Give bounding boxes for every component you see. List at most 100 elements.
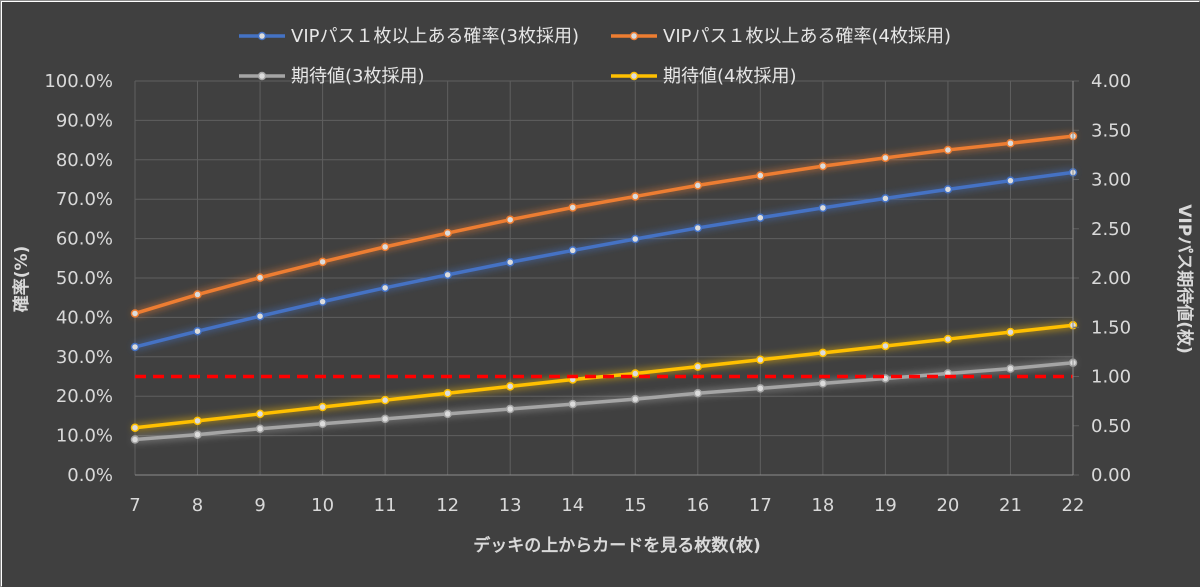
left-y-tick-label: 90.0% (56, 110, 113, 131)
left-y-tick-label: 40.0% (56, 307, 113, 328)
left-y-tick-label: 0.0% (67, 465, 113, 486)
x-tick-label: 17 (749, 495, 772, 516)
x-tick-label: 10 (311, 495, 334, 516)
legend: VIPパス１枚以上ある確率(3枚採用) VIPパス１枚以上ある確率(4枚採用) 期待… (239, 26, 951, 87)
legend-item-2: VIPパス１枚以上ある確率(4枚採用) (611, 26, 951, 47)
data-point (380, 242, 390, 252)
data-point (631, 394, 640, 404)
data-point (193, 326, 202, 336)
right-y-tick-label: 3.00 (1091, 170, 1131, 191)
right-y-tick-label: 1.50 (1091, 317, 1131, 338)
left-y-tick-label: 20.0% (56, 386, 113, 407)
data-point (193, 430, 202, 439)
data-point (818, 348, 828, 358)
data-point (318, 257, 327, 267)
legend-label: 期待値(4枚採用) (663, 66, 797, 87)
x-tick-label: 16 (686, 495, 709, 516)
x-tick-label: 20 (936, 495, 959, 516)
data-point (380, 395, 390, 405)
data-point (818, 203, 828, 213)
data-point (631, 234, 640, 244)
data-point (380, 283, 390, 293)
left-y-tick-label: 10.0% (56, 426, 113, 447)
data-point (693, 223, 703, 233)
data-point (568, 203, 577, 212)
data-point (443, 228, 452, 238)
data-point (130, 309, 140, 318)
x-axis-title: デッキの上からカードを見る枚数(枚) (473, 535, 761, 556)
data-point (130, 423, 140, 432)
data-point (881, 194, 890, 203)
data-point (505, 382, 515, 391)
right-y-tick-label: 1.00 (1091, 367, 1131, 388)
data-point (881, 341, 890, 351)
right-y-tick-label: 0.00 (1091, 465, 1131, 486)
left-y-tick-label: 50.0% (56, 268, 113, 289)
data-point (443, 409, 452, 419)
data-point (130, 435, 140, 444)
left-y-tick-label: 100.0% (44, 71, 113, 92)
legend-item-3: 期待値(3枚採用) (239, 66, 425, 87)
data-point (631, 369, 640, 378)
data-point (318, 419, 327, 429)
data-point (255, 273, 265, 282)
data-point (568, 246, 577, 255)
legend-swatch-marker (629, 31, 639, 41)
left-y-tick-label: 80.0% (56, 150, 113, 171)
data-point (1006, 327, 1015, 337)
data-point (505, 404, 515, 414)
data-point (255, 311, 265, 321)
right-y-axis-title: VIPパス期待値(枚) (1174, 204, 1195, 353)
data-point (130, 342, 140, 352)
data-point (1006, 364, 1015, 373)
right-y-tick-label: 4.00 (1091, 71, 1131, 92)
left-y-axis-title: 確率(%) (11, 246, 32, 313)
legend-label: 期待値(3枚採用) (291, 66, 425, 87)
legend-label: VIPパス１枚以上ある確率(3枚採用) (291, 26, 579, 47)
data-point (756, 171, 765, 180)
legend-label: VIPパス１枚以上ある確率(4枚採用) (663, 26, 951, 47)
data-point (505, 257, 515, 267)
legend-swatch-marker (629, 71, 639, 81)
x-tick-label: 19 (874, 495, 897, 516)
data-point (818, 379, 828, 388)
left-y-tick-label: 30.0% (56, 347, 113, 368)
data-point (693, 388, 703, 398)
right-y-tick-label: 0.50 (1091, 416, 1131, 437)
series-line (133, 170, 1075, 349)
data-point (756, 355, 765, 365)
x-tick-label: 9 (254, 495, 265, 516)
data-point (443, 270, 452, 280)
legend-swatch-marker (257, 31, 267, 41)
left-y-tick-label: 60.0% (56, 229, 113, 250)
right-y-tick-label: 3.50 (1091, 120, 1131, 141)
x-tick-label: 8 (192, 495, 203, 516)
data-point (818, 161, 828, 171)
series-1 (130, 168, 1078, 352)
data-point (255, 424, 265, 433)
data-point (193, 416, 202, 426)
x-tick-label: 11 (374, 495, 397, 516)
data-point (318, 297, 327, 306)
x-tick-label: 12 (436, 495, 459, 516)
data-point (193, 290, 202, 299)
x-tick-label: 7 (129, 495, 140, 516)
data-point (631, 192, 640, 201)
data-point (943, 185, 953, 194)
data-point (693, 362, 703, 371)
legend-item-1: VIPパス１枚以上ある確率(3枚採用) (239, 26, 579, 47)
legend-swatch-marker (257, 71, 267, 81)
right-y-tick-label: 2.50 (1091, 219, 1131, 240)
data-point (756, 384, 765, 393)
data-point (505, 215, 515, 224)
x-tick-label: 13 (499, 495, 522, 516)
axes: 0.0% 10.0% 20.0% 30.0% 40.0% 50.0% 60.0% 70.0% 8… (44, 71, 1131, 516)
data-point (943, 334, 953, 344)
data-point (1006, 176, 1015, 185)
data-point (756, 213, 765, 222)
data-point (693, 181, 703, 190)
series-2 (130, 131, 1078, 318)
data-point (443, 388, 452, 398)
